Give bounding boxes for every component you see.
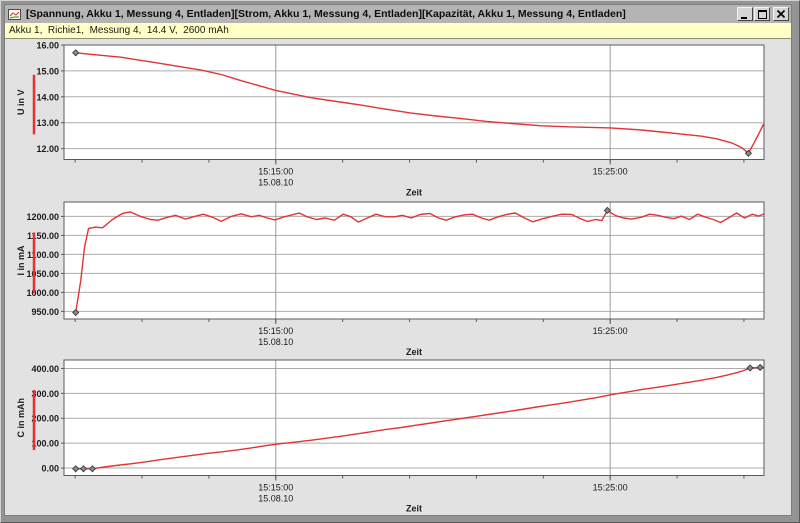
series-line	[74, 366, 765, 470]
x-tick-label: 15:15:00	[258, 326, 293, 336]
plot-area	[64, 45, 764, 160]
plot-area	[64, 202, 764, 319]
current-chart: 1200.00 1150.00 1100.00 1050.00 1000.00 950.0…	[16, 201, 765, 357]
y-axis-title: U in V	[16, 89, 26, 115]
y-tick-label: 1000.00	[26, 288, 59, 298]
x-tick-label: 15:15:00	[258, 167, 293, 177]
window-title: [Spannung, Akku 1, Messung 4, Entladen][…	[26, 8, 626, 20]
data-point-marker	[88, 465, 96, 473]
plot-frame	[63, 44, 765, 160]
data-point-marker	[744, 149, 752, 157]
line-chart-icon	[7, 8, 22, 21]
data-point-marker	[756, 363, 764, 372]
x-tick-label: 15:25:00	[593, 326, 628, 336]
y-tick-label: 0.00	[41, 464, 59, 474]
y-tick-label: 400.00	[31, 364, 59, 374]
y-tick-label: 100.00	[31, 439, 59, 449]
minimize-button[interactable]	[737, 7, 753, 21]
data-point-marker	[603, 206, 611, 214]
titlebar[interactable]: [Spannung, Akku 1, Messung 4, Entladen][…	[5, 5, 791, 23]
y-tick-label: 13.00	[36, 118, 59, 128]
capacity-chart: 400.00 300.00 200.00 100.00 0.00 15:15:0015.0…	[16, 359, 765, 514]
x-axis-title: Zeit	[406, 347, 422, 357]
maximize-button[interactable]	[754, 7, 770, 21]
chart-panel: 16.00 15.00 14.00 13.00 12.00 15:15:00 15.08.1…	[5, 39, 791, 515]
close-icon	[777, 10, 785, 18]
plot-frame	[63, 359, 765, 476]
x-date-label: 15.08.10	[258, 178, 293, 188]
data-point-marker	[72, 465, 80, 473]
measurement-info-bar: Akku 1, Richie1, Messung 4, 14.4 V, 2600…	[5, 23, 791, 39]
measurement-info-text: Akku 1, Richie1, Messung 4, 14.4 V, 2600…	[9, 25, 229, 36]
y-tick-label: 16.00	[36, 41, 59, 51]
caption-buttons	[736, 7, 789, 21]
y-tick-label: 1100.00	[27, 250, 59, 260]
x-tick-label: 15:15:00	[258, 483, 293, 493]
x-tick-label: 15:25:00	[593, 483, 628, 493]
x-tick-label: 15:25:00	[593, 167, 628, 177]
y-tick-label: 14.00	[36, 92, 59, 102]
window-inner: [Spannung, Akku 1, Messung 4, Entladen][…	[4, 4, 792, 516]
y-axis-title: C in mAh	[16, 398, 26, 438]
minimize-icon	[741, 16, 747, 19]
y-tick-label: 200.00	[31, 414, 59, 424]
series-line	[74, 52, 765, 155]
y-tick-label: 1050.00	[26, 269, 59, 279]
y-tick-label: 15.00	[36, 66, 59, 76]
y-tick-label: 12.00	[36, 144, 59, 154]
x-axis-title: Zeit	[406, 504, 422, 514]
voltage-chart: 16.00 15.00 14.00 13.00 12.00 15:15:0015.08.1…	[16, 41, 765, 198]
series-line	[74, 209, 765, 314]
data-point-marker	[72, 49, 80, 57]
data-point-marker	[72, 308, 80, 317]
maximize-icon	[757, 9, 767, 19]
x-date-label: 15.08.10	[258, 494, 293, 504]
plot-frame	[63, 201, 765, 320]
y-tick-label: 1150.00	[27, 231, 59, 241]
data-point-marker	[746, 364, 754, 372]
y-tick-label: 1200.00	[26, 212, 59, 222]
charts-canvas: 16.0015.0014.0013.0012.0015:15:0015.08.1…	[16, 41, 765, 514]
data-point-marker	[79, 465, 88, 473]
y-tick-label: 300.00	[31, 389, 59, 399]
y-tick-label: 950.00	[31, 307, 59, 317]
close-button[interactable]	[773, 7, 789, 21]
y-axis-title: I in mA	[16, 245, 26, 276]
x-date-label: 15.08.10	[258, 337, 293, 347]
x-axis-title: Zeit	[406, 188, 422, 198]
